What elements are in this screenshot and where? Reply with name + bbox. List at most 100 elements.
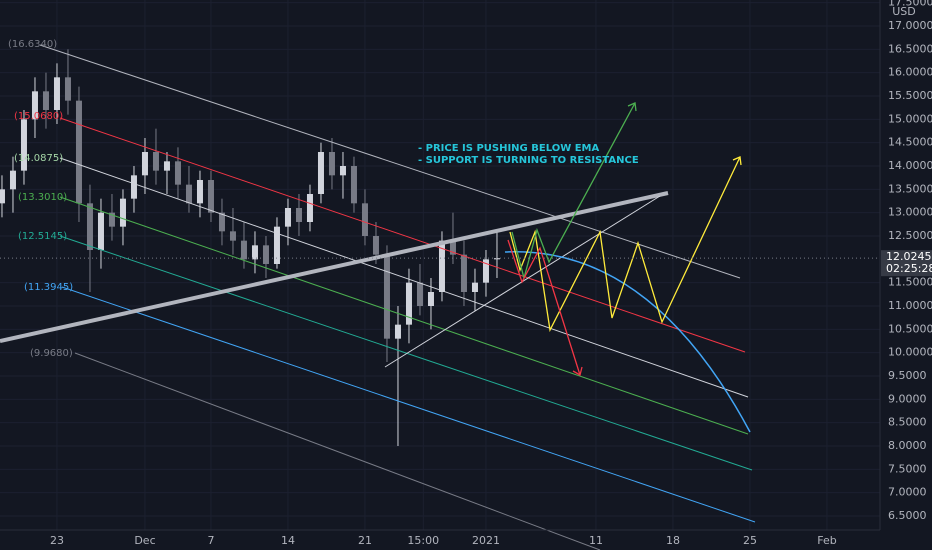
level-label: (15.0680) [14,111,63,122]
candle-body [141,151,148,176]
level-label: (16.6340) [8,39,57,50]
candle-body [119,198,126,227]
y-tick-label: 10.0000 [888,346,932,359]
y-tick-label: 7.0000 [888,486,927,499]
y-tick-label: 15.5000 [888,89,932,102]
level-label: (9.9680) [30,348,73,359]
grid [0,0,880,530]
candle-body [196,179,203,204]
candle-body [31,91,38,120]
y-tick-label: 8.0000 [888,439,927,452]
zigzag-green [511,102,636,281]
y-tick-label: 8.5000 [888,416,927,429]
zigzag-yellow [509,156,741,333]
price-tag [881,250,932,277]
candle-body [361,203,368,236]
arrow-head [627,102,637,112]
y-tick-label: 14.0000 [888,159,932,172]
candle-body [185,184,192,204]
x-tick-label: 15:00 [407,534,439,547]
candle-body [0,189,5,204]
candle-body [416,282,423,306]
candle-body [372,235,379,255]
candle-body [20,119,27,171]
x-tick-label: 18 [666,534,680,547]
channel-line [59,196,749,435]
x-tick-label: 21 [358,534,372,547]
candle-body [394,324,401,339]
candle-body [328,151,335,176]
candle-body [152,151,159,171]
candle-body [317,151,324,194]
level-label: (11.3945) [24,282,73,293]
y-tick-label: 9.0000 [888,392,927,405]
candle-body [262,245,269,264]
x-tick-label: Dec [134,534,155,547]
candle-body [97,212,104,250]
x-tick-label: 2021 [472,534,500,547]
candle-body [427,291,434,306]
candle-body [493,258,500,260]
x-tick-label: 7 [207,534,214,547]
candle-body [471,282,478,292]
y-tick-label: 10.5000 [888,322,932,335]
candle-body [482,259,489,283]
candle-body [174,161,181,185]
candle-body [405,282,412,325]
drawings [0,44,756,550]
channel-line [74,352,601,550]
candle-body [64,77,71,101]
channel-line [59,157,749,398]
candle-body [163,161,170,171]
y-tick-label: 15.0000 [888,112,932,125]
candle-body [251,245,258,260]
y-tick-label: 11.5000 [888,276,932,289]
candle-body [130,175,137,199]
y-tick-label: 17.5000 [888,0,932,9]
candle-body [53,77,60,110]
x-tick-label: 14 [281,534,295,547]
candle-body [350,165,357,204]
candle-body [42,91,49,110]
candle-body [306,193,313,222]
candle-body [383,254,390,339]
candle-body [438,240,445,292]
candle-body [218,212,225,232]
channel-line [59,117,746,353]
candle-body [240,240,247,260]
x-tick-label: 11 [589,534,603,547]
y-tick-label: 9.5000 [888,369,927,382]
y-tick-label: 7.5000 [888,462,927,475]
candle-body [273,226,280,264]
x-tick-label: 23 [50,534,64,547]
candle-body [86,203,93,250]
annotation: - PRICE IS PUSHING BELOW EMA [418,143,600,154]
candles [0,49,500,446]
axes: 17.5000 17.0000 16.5000 16.0000 15.5000 15.00… [50,0,932,547]
candle-body [108,212,115,227]
y-tick-label: 14.5000 [888,136,932,149]
currency: USD [892,5,916,18]
candle-body [229,231,236,241]
y-tick-label: 11.0000 [888,299,932,312]
last-price-label: 12.0245 [886,250,932,263]
channel-line [61,286,756,523]
annotation: - SUPPORT IS TURNING TO RESISTANCE [418,155,639,166]
zigzag-red [507,239,581,376]
candle-body [284,207,291,227]
candle-body [339,165,346,176]
y-tick-label: 6.5000 [888,509,927,522]
countdown: 02:25:28 [886,262,932,275]
trend-line [0,191,669,343]
y-tick-label: 16.0000 [888,66,932,79]
y-tick-label: 13.5000 [888,182,932,195]
channel-line [59,235,753,471]
candle-body [75,100,82,204]
level-label: (13.3010) [18,192,67,203]
channel-line [39,44,741,279]
y-tick-label: 12.5000 [888,229,932,242]
y-tick-label: 17.0000 [888,19,932,32]
level-label: (14.0875) [14,153,63,164]
y-tick-label: 13.0000 [888,206,932,219]
